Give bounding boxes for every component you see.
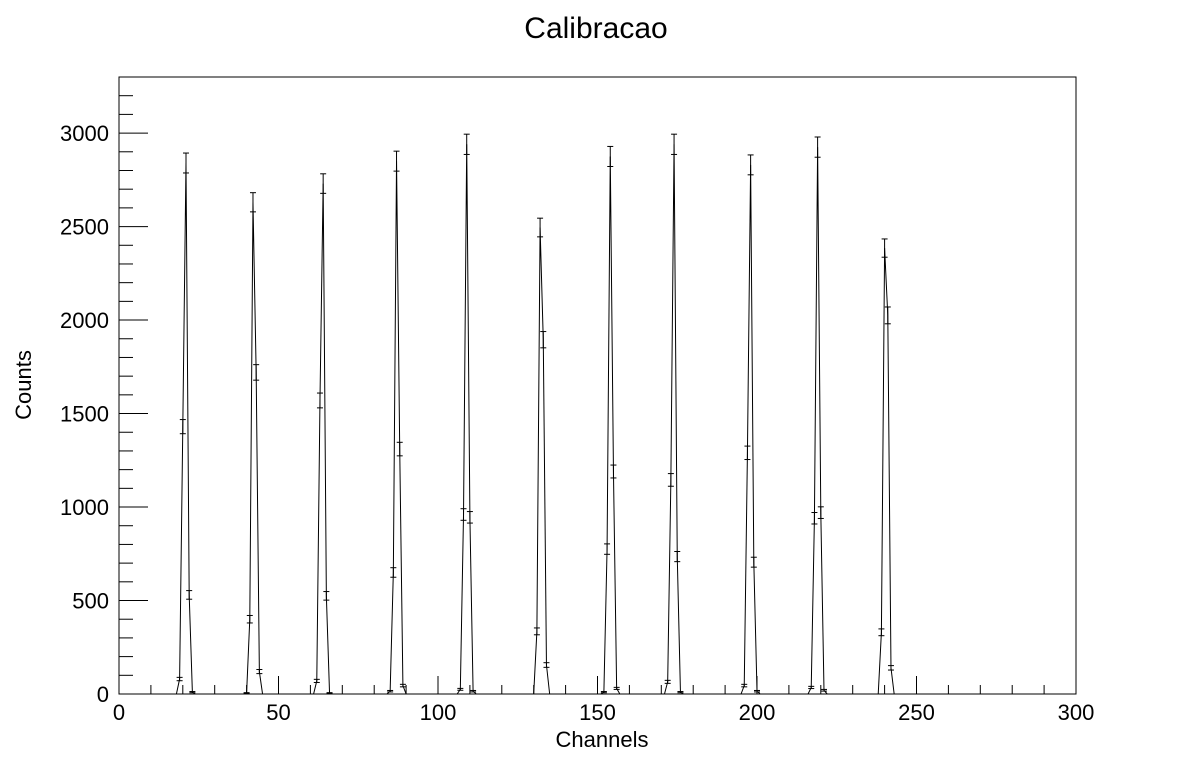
data-point	[884, 306, 891, 325]
data-point	[671, 133, 678, 155]
data-point	[674, 551, 681, 563]
data-point	[390, 567, 397, 578]
data-point	[814, 136, 821, 158]
data-point	[323, 591, 330, 601]
data-point	[182, 152, 189, 174]
data-point	[387, 689, 394, 693]
x-tick-label: 50	[266, 700, 290, 725]
data-point	[540, 331, 547, 349]
x-tick-label: 0	[113, 700, 125, 725]
x-tick-label: 150	[579, 700, 616, 725]
x-axis-label: Channels	[556, 727, 649, 752]
data-point	[533, 627, 540, 636]
data-point	[179, 419, 186, 435]
data-point	[243, 692, 250, 694]
data-point	[747, 154, 754, 176]
data-point	[320, 173, 327, 194]
data-point	[817, 506, 824, 519]
x-tick-label: 200	[739, 700, 776, 725]
y-tick-label: 500	[72, 589, 109, 614]
x-tick-label: 300	[1058, 700, 1095, 725]
data-point	[811, 512, 818, 525]
data-point	[881, 238, 888, 258]
data-point	[887, 665, 894, 671]
data-point	[744, 445, 751, 461]
data-point	[543, 662, 550, 668]
data-point	[176, 676, 183, 682]
data-point	[460, 508, 467, 521]
data-point	[246, 614, 253, 624]
data-point	[600, 691, 607, 694]
data-point	[741, 683, 748, 688]
data-point	[256, 669, 263, 675]
series-line	[119, 144, 1076, 695]
data-point	[677, 691, 684, 694]
y-axis: 0 500 1000 1500 2000 2500 3000	[60, 76, 148, 707]
data-point	[664, 679, 671, 684]
data-point	[396, 441, 403, 457]
y-tick-label: 2000	[60, 308, 109, 333]
data-point	[186, 590, 193, 600]
data-point	[316, 392, 323, 409]
plot-frame	[118, 76, 1077, 695]
data-point	[189, 691, 196, 694]
data-point	[607, 145, 614, 167]
x-tick-label: 100	[420, 700, 457, 725]
x-tick-label: 250	[898, 700, 935, 725]
data-point	[393, 150, 400, 172]
data-point	[463, 133, 470, 155]
data-point	[610, 464, 617, 479]
y-tick-label: 3000	[60, 121, 109, 146]
y-axis-label: Counts	[11, 350, 36, 420]
data-point	[326, 692, 333, 694]
data-point	[253, 364, 260, 381]
data-point	[466, 511, 473, 524]
data-point	[820, 688, 827, 692]
y-tick-label: 0	[97, 682, 109, 707]
y-tick-label: 1000	[60, 495, 109, 520]
series-layer	[119, 133, 1076, 695]
data-point	[457, 687, 464, 691]
data-point	[537, 217, 544, 238]
data-point	[399, 683, 406, 688]
data-point	[878, 628, 885, 637]
data-point	[808, 685, 815, 690]
data-point	[667, 473, 674, 487]
data-point	[604, 543, 611, 555]
data-point	[750, 556, 757, 568]
chart-title: Calibracao	[524, 12, 667, 45]
data-point	[613, 686, 620, 690]
y-tick-label: 2500	[60, 215, 109, 240]
x-axis: 0 50 100 150 200 250 300	[113, 676, 1094, 725]
data-point	[313, 678, 320, 683]
data-point	[754, 689, 760, 693]
data-point	[249, 192, 256, 213]
data-point	[470, 689, 477, 693]
y-tick-label: 1500	[60, 402, 109, 427]
